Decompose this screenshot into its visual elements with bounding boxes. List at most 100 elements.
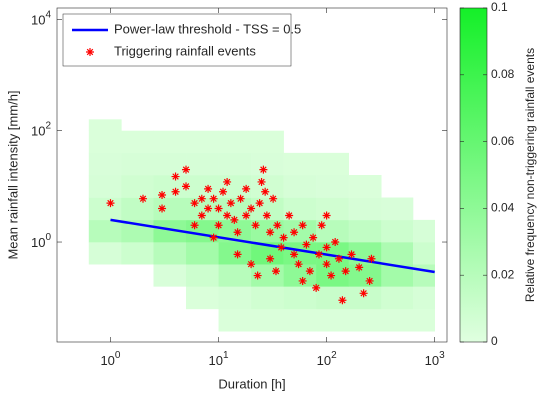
heatmap-cell bbox=[316, 286, 349, 310]
event-point bbox=[259, 165, 268, 174]
event-point bbox=[359, 289, 368, 298]
event-point bbox=[261, 187, 270, 196]
heatmap-cell bbox=[251, 308, 284, 332]
heatmap-cell bbox=[88, 119, 122, 131]
event-point bbox=[322, 243, 331, 252]
heatmap-cell bbox=[348, 197, 382, 221]
event-point bbox=[190, 221, 199, 230]
heatmap-cell bbox=[381, 286, 414, 310]
heatmap-cell bbox=[283, 242, 317, 265]
heatmap-cell bbox=[186, 175, 219, 198]
event-point bbox=[223, 177, 232, 186]
heatmap-cell bbox=[153, 130, 187, 154]
tick-label: 103 bbox=[425, 350, 445, 369]
heatmap-cell bbox=[316, 308, 349, 332]
event-point bbox=[294, 260, 303, 269]
heatmap-cell bbox=[218, 264, 252, 287]
heatmap-cell bbox=[316, 219, 349, 243]
heatmap-cell bbox=[186, 242, 219, 265]
event-point bbox=[269, 194, 278, 203]
heatmap-cell bbox=[348, 286, 382, 310]
tick-label: 100 bbox=[31, 232, 51, 251]
event-point bbox=[271, 267, 280, 276]
heatmap-cell bbox=[381, 308, 414, 332]
colorbar bbox=[459, 7, 488, 343]
event-point bbox=[334, 254, 343, 263]
event-point bbox=[214, 221, 223, 230]
heatmap-cell bbox=[121, 152, 154, 176]
event-point bbox=[230, 215, 239, 224]
heatmap-cell bbox=[413, 242, 435, 265]
tick-label: 102 bbox=[317, 350, 337, 369]
event-point bbox=[182, 182, 191, 191]
legend-box bbox=[62, 13, 292, 67]
heatmap-cell bbox=[413, 286, 435, 310]
event-point bbox=[367, 254, 376, 263]
event-point bbox=[251, 221, 260, 230]
event-point bbox=[298, 221, 307, 230]
heatmap-cell bbox=[381, 197, 414, 221]
heatmap-cell bbox=[413, 264, 435, 287]
event-point bbox=[314, 250, 323, 259]
y-axis-label: Mean rainfall intensity [mm/h] bbox=[5, 90, 20, 259]
heatmap-cell bbox=[316, 175, 349, 198]
heatmap-cell bbox=[153, 219, 187, 243]
event-point bbox=[233, 250, 242, 259]
heatmap-cell bbox=[218, 152, 252, 176]
heatmap-cell bbox=[381, 264, 414, 287]
heatmap-cell bbox=[153, 242, 187, 265]
tick-label: 100 bbox=[100, 350, 120, 369]
colorbar-tick-label: 0.02 bbox=[491, 267, 515, 281]
event-point bbox=[309, 233, 318, 242]
event-point bbox=[290, 250, 299, 259]
event-point bbox=[233, 228, 242, 237]
heatmap-cell bbox=[218, 242, 252, 265]
event-point bbox=[139, 194, 148, 203]
plot-area bbox=[88, 119, 435, 332]
heatmap-cell bbox=[88, 175, 122, 198]
event-point bbox=[171, 172, 180, 181]
heatmap-cell bbox=[121, 130, 154, 154]
heatmap-cell bbox=[283, 286, 317, 310]
heatmap-cell bbox=[218, 130, 252, 154]
tick-label: 101 bbox=[209, 350, 229, 369]
heatmap-cell bbox=[348, 219, 382, 243]
heatmap-cell bbox=[251, 286, 284, 310]
event-point bbox=[322, 211, 331, 220]
heatmap-cell bbox=[88, 197, 122, 221]
heatmap-cell bbox=[283, 308, 317, 332]
heatmap-cell bbox=[88, 152, 122, 176]
event-point bbox=[331, 238, 340, 247]
event-point bbox=[341, 267, 350, 276]
colorbar-tick-label: 0.08 bbox=[491, 67, 515, 81]
event-point bbox=[262, 211, 271, 220]
heatmap-cell bbox=[153, 197, 187, 221]
event-point bbox=[277, 243, 286, 252]
axes-box bbox=[56, 7, 448, 343]
event-point bbox=[273, 221, 282, 230]
heatmap-cell bbox=[283, 152, 317, 176]
event-point bbox=[171, 187, 180, 196]
legend-marker bbox=[86, 48, 94, 56]
heatmap-cell bbox=[153, 152, 187, 176]
heatmap-cell bbox=[121, 175, 154, 198]
event-point bbox=[253, 271, 262, 280]
event-point bbox=[347, 250, 356, 259]
heatmap-cell bbox=[186, 152, 219, 176]
heatmap-cell bbox=[283, 197, 317, 221]
event-point bbox=[266, 254, 275, 263]
event-point bbox=[312, 283, 321, 292]
heatmap-cell bbox=[251, 152, 284, 176]
heatmap-cell bbox=[186, 286, 219, 310]
event-point bbox=[365, 276, 374, 285]
heatmap-cell bbox=[283, 175, 317, 198]
heatmap-cell bbox=[283, 219, 317, 243]
heatmap-cell bbox=[251, 130, 284, 154]
heatmap-cell bbox=[186, 130, 219, 154]
colorbar-tick-label: 0.04 bbox=[491, 201, 515, 215]
event-point bbox=[226, 199, 235, 208]
heatmap-cell bbox=[121, 242, 154, 265]
heatmap-cell bbox=[413, 219, 435, 243]
heatmap-cell bbox=[218, 286, 252, 310]
event-point bbox=[247, 204, 256, 213]
